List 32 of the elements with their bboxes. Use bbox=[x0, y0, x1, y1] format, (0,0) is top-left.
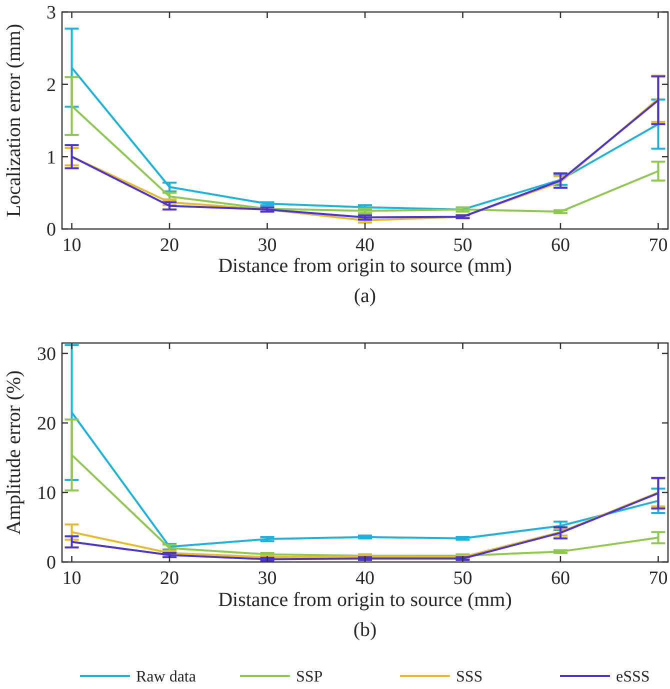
y-tick-label: 0 bbox=[46, 552, 56, 574]
x-tick-label: 10 bbox=[62, 568, 82, 589]
x-tick-label: 70 bbox=[648, 568, 668, 589]
x-tick-label: 60 bbox=[550, 235, 570, 256]
y-tick-label: 0 bbox=[46, 220, 56, 241]
y-tick-label: 1 bbox=[46, 147, 56, 168]
x-tick-label: 40 bbox=[356, 235, 374, 256]
x-tick-label: 10 bbox=[62, 235, 82, 256]
text: (a) bbox=[354, 285, 376, 307]
x-tick-label: 50 bbox=[453, 235, 472, 256]
x-tick-label: 60 bbox=[550, 568, 570, 589]
x-tick-label: 30 bbox=[258, 568, 277, 589]
x-tick-label: 20 bbox=[160, 568, 180, 589]
legend-label: eSSS bbox=[616, 668, 650, 686]
y-tick-label: 30 bbox=[37, 344, 56, 366]
y-tick-label: 20 bbox=[37, 414, 56, 435]
x-tick-label: 30 bbox=[258, 235, 277, 256]
x-tick-label: 50 bbox=[453, 568, 472, 589]
text: (b) bbox=[353, 619, 377, 641]
x-tick-label: 70 bbox=[648, 235, 668, 256]
y-tick-label: 2 bbox=[46, 74, 56, 96]
y-tick-label: 3 bbox=[46, 2, 56, 24]
y-axis-title: Localization error (mm) bbox=[3, 24, 25, 218]
legend-label: Raw data bbox=[136, 668, 196, 686]
y-axis-title: Amplitude error (%) bbox=[3, 370, 25, 535]
x-tick-label: 40 bbox=[356, 568, 374, 589]
x-tick-label: 20 bbox=[160, 235, 180, 256]
x-axis-title: Distance from origin to source (mm) bbox=[218, 589, 512, 611]
y-tick-label: 10 bbox=[37, 483, 56, 504]
legend-label: SSS bbox=[456, 668, 483, 686]
x-axis-title: Distance from origin to source (mm) bbox=[218, 255, 512, 277]
legend-label: SSP bbox=[296, 668, 323, 686]
